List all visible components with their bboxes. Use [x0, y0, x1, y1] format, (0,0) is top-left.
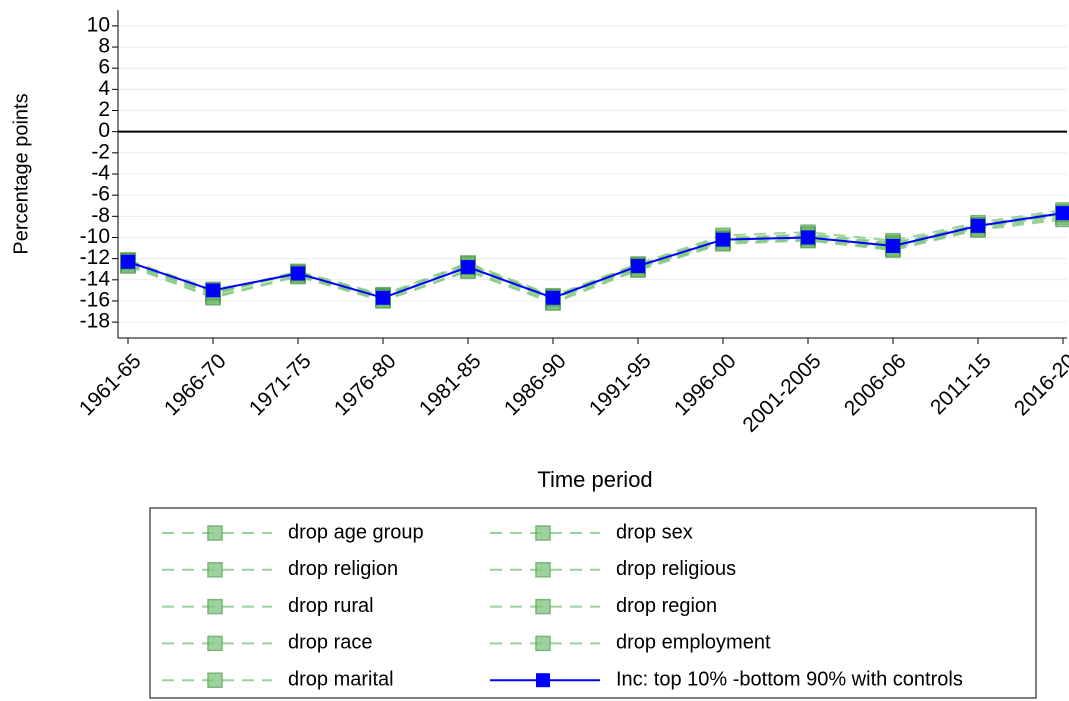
- y-tick-label: -16: [80, 289, 110, 312]
- legend-marker: [535, 635, 551, 652]
- x-tick-label: 1976-80: [330, 349, 401, 420]
- y-tick-label: -2: [91, 140, 110, 163]
- point: [716, 232, 730, 247]
- legend-label: drop marital: [288, 668, 394, 690]
- point: [886, 238, 900, 253]
- y-tick-label: -14: [80, 267, 111, 290]
- x-tick-label: 1996-00: [670, 349, 741, 420]
- point: [376, 290, 390, 305]
- series-line: [127, 214, 1064, 301]
- legend-label: drop age group: [288, 521, 424, 543]
- legend-marker: [535, 525, 551, 541]
- series-line: [127, 208, 1064, 297]
- x-tick-label: 1981-85: [415, 349, 486, 420]
- legend-label: Inc: top 10% -bottom 90% with controls: [616, 668, 963, 690]
- x-tick-label: 2011-15: [926, 349, 996, 419]
- point: [121, 254, 135, 269]
- point: [546, 290, 560, 305]
- point: [631, 259, 645, 274]
- x-tick-label: 1991-95: [585, 349, 656, 420]
- point: [206, 283, 220, 298]
- x-tick-label: 1961-65: [75, 349, 146, 420]
- y-tick-label: 6: [98, 56, 110, 79]
- y-tick-label: 0: [98, 119, 110, 142]
- y-axis-label: Percentage points: [10, 93, 32, 254]
- y-tick-label: -8: [91, 204, 110, 227]
- legend-label: drop religion: [288, 558, 398, 580]
- legend-marker: [207, 672, 223, 688]
- legend-label: drop rural: [288, 595, 374, 617]
- legend-label: drop employment: [616, 632, 771, 654]
- point: [461, 260, 475, 275]
- legend-marker: [207, 635, 223, 652]
- y-tick-label: 4: [98, 77, 110, 100]
- y-tick-label: -18: [80, 310, 110, 333]
- y-tick-label: 10: [87, 13, 110, 36]
- series-line: [127, 213, 1064, 300]
- x-axis-label: Time period: [537, 467, 652, 492]
- y-tick-label: 2: [98, 98, 110, 121]
- y-tick-label: -6: [91, 183, 110, 206]
- legend-marker: [207, 562, 223, 578]
- legend-label: drop region: [616, 595, 717, 617]
- legend-marker: [207, 598, 223, 615]
- point: [1056, 206, 1069, 221]
- x-tick-label: 2016-20: [1010, 349, 1069, 420]
- y-tick-label: -4: [91, 162, 110, 185]
- point: [801, 230, 815, 245]
- legend-label: drop religious: [616, 558, 736, 580]
- series-line: [127, 213, 1064, 300]
- legend-label: drop sex: [616, 521, 693, 543]
- x-tick-label: 2006-06: [840, 349, 911, 420]
- legend-marker: [207, 525, 223, 541]
- legend-marker: [535, 598, 551, 615]
- series-line: [127, 216, 1064, 304]
- legend-marker: [536, 673, 550, 688]
- legend-marker: [535, 562, 551, 578]
- series-line: [127, 218, 1064, 305]
- series-line: [127, 211, 1064, 300]
- point: [971, 218, 985, 233]
- legend-box: [149, 507, 1037, 699]
- legend-label: drop race: [288, 632, 373, 654]
- series-line: [127, 212, 1064, 299]
- y-tick-label: -10: [80, 225, 110, 248]
- x-tick-label: 1986-90: [500, 349, 571, 420]
- x-tick-label: 1966-70: [160, 349, 231, 420]
- y-tick-label: -12: [80, 246, 110, 269]
- point: [291, 266, 305, 281]
- x-tick-label: 2001-2005: [738, 349, 825, 436]
- x-tick-label: 1971-75: [245, 349, 316, 420]
- y-tick-label: 8: [98, 35, 110, 58]
